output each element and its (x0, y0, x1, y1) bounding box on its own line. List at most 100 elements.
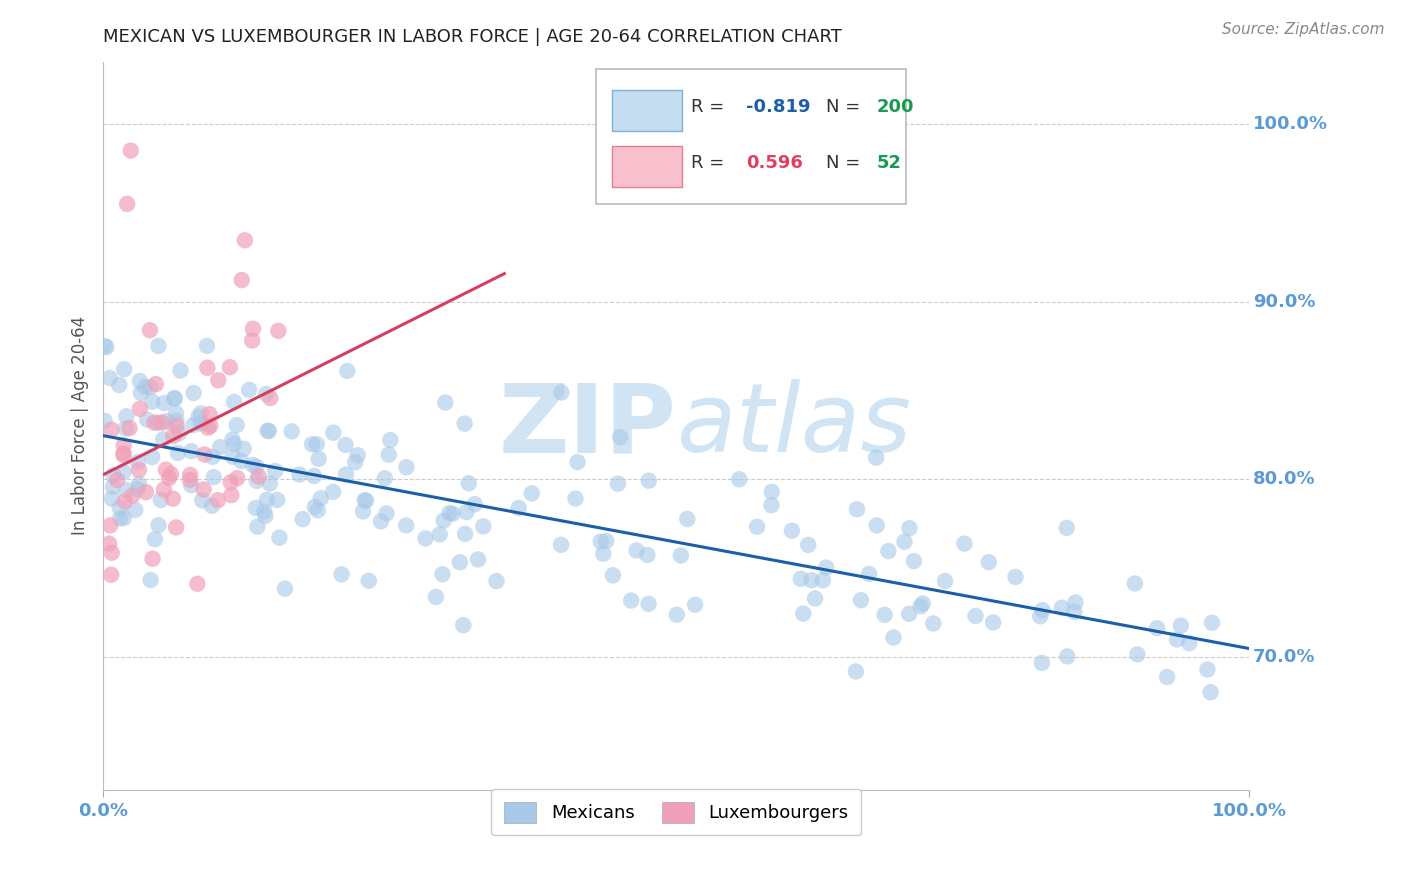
Point (425, 590, 447, 604)
Point (108, 500, 131, 515)
Point (152, 433, 174, 447)
Point (797, 538, 820, 552)
Point (149, 492, 172, 507)
Point (669, 549, 692, 563)
Point (441, 507, 464, 521)
Point (105, 473, 128, 487)
Point (112, 465, 135, 479)
Point (811, 574, 834, 588)
Text: 70.0%: 70.0% (1253, 648, 1316, 665)
Point (160, 467, 183, 481)
Point (280, 425, 302, 439)
Point (683, 598, 706, 612)
Point (322, 425, 344, 440)
Point (162, 491, 184, 506)
Point (330, 567, 353, 582)
Point (352, 504, 374, 518)
Point (221, 433, 243, 447)
Point (264, 464, 287, 478)
Text: MEXICAN VS LUXEMBOURGER IN LABOR FORCE | AGE 20-64 CORRELATION CHART: MEXICAN VS LUXEMBOURGER IN LABOR FORCE |… (103, 29, 842, 46)
Point (301, 437, 323, 451)
Point (101, 480, 124, 494)
Point (124, 503, 146, 517)
Point (112, 511, 135, 525)
Point (377, 448, 399, 462)
Point (108, 511, 131, 525)
Point (127, 455, 149, 469)
Text: 100.0%: 100.0% (1253, 115, 1327, 133)
Text: 80.0%: 80.0% (1253, 470, 1316, 488)
Point (96, 340, 118, 354)
Point (259, 391, 281, 405)
Point (467, 552, 489, 566)
Point (226, 471, 249, 485)
Point (595, 534, 617, 549)
Point (145, 377, 167, 392)
Point (800, 574, 823, 588)
Point (221, 450, 243, 464)
Point (607, 476, 630, 491)
Point (453, 417, 475, 431)
Point (179, 473, 201, 487)
Point (93, 339, 115, 353)
Point (267, 324, 290, 338)
Point (815, 560, 838, 574)
Point (233, 233, 256, 247)
Point (449, 555, 471, 569)
Point (155, 414, 177, 428)
FancyBboxPatch shape (596, 69, 905, 203)
Point (247, 469, 270, 483)
Point (336, 364, 359, 378)
Point (191, 493, 214, 508)
Point (139, 323, 162, 337)
Point (100, 423, 122, 437)
Point (550, 538, 572, 552)
Point (240, 334, 263, 348)
Point (357, 574, 380, 588)
Point (103, 468, 125, 483)
Point (190, 417, 212, 431)
Point (485, 574, 508, 588)
Legend: Mexicans, Luxembourgers: Mexicans, Luxembourgers (491, 789, 862, 836)
Point (120, 144, 142, 158)
Point (429, 527, 451, 541)
Text: 0.596: 0.596 (747, 154, 803, 172)
Point (626, 543, 648, 558)
Point (129, 386, 152, 401)
Point (1170, 618, 1192, 632)
Text: N =: N = (827, 154, 866, 172)
Point (375, 507, 398, 521)
Point (395, 518, 418, 533)
Point (589, 534, 612, 549)
Point (370, 514, 392, 528)
Point (169, 426, 191, 441)
Point (761, 498, 783, 512)
Point (865, 450, 887, 465)
Point (114, 421, 136, 435)
Point (567, 455, 589, 469)
Point (115, 483, 138, 497)
Point (195, 339, 218, 353)
Point (620, 593, 643, 607)
Point (100, 546, 122, 560)
Point (238, 383, 260, 397)
Point (274, 582, 297, 596)
Point (665, 607, 688, 622)
Point (93, 414, 115, 428)
Point (1156, 670, 1178, 684)
Point (395, 460, 418, 475)
Point (101, 491, 124, 506)
Point (121, 489, 143, 503)
Point (141, 450, 163, 464)
Point (246, 519, 269, 533)
Point (242, 458, 264, 472)
Point (747, 520, 769, 534)
Point (165, 414, 187, 428)
Point (257, 424, 280, 438)
Point (128, 374, 150, 388)
Text: Source: ZipAtlas.com: Source: ZipAtlas.com (1222, 22, 1385, 37)
Point (305, 437, 328, 451)
Point (433, 514, 456, 528)
Point (180, 478, 202, 492)
Point (256, 492, 278, 507)
